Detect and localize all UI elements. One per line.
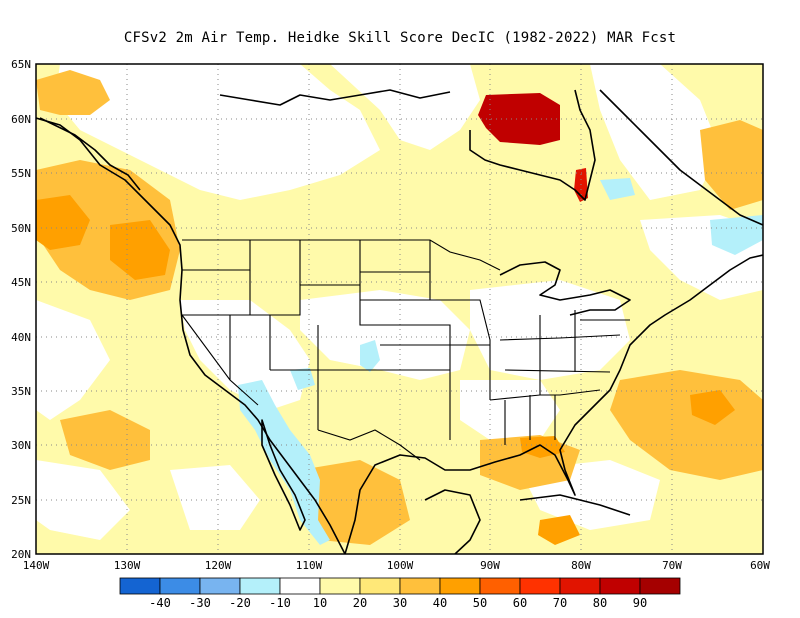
lon-label: 110W: [296, 559, 323, 572]
field-orange-alaska: [36, 70, 110, 115]
field-darkorange-bc: [110, 220, 170, 280]
colorbar-label: 20: [353, 596, 367, 610]
coast-arctic: [219, 89, 451, 106]
lat-label: 45N: [11, 276, 31, 289]
colorbar-label: -20: [229, 596, 251, 610]
lon-label: 90W: [480, 559, 500, 572]
lat-label: 60N: [11, 113, 31, 126]
colorbar-label: 40: [433, 596, 447, 610]
lat-label: 35N: [11, 385, 31, 398]
coast-vancouver: [39, 117, 141, 191]
coast-great-lakes: [499, 261, 631, 316]
lon-label: 100W: [387, 559, 414, 572]
colorbar-swatch: [239, 577, 281, 595]
lon-label: 60W: [750, 559, 770, 572]
colorbar-swatch: [319, 577, 361, 595]
coast-gulf: [344, 254, 763, 554]
lon-label: 70W: [662, 559, 682, 572]
field-white-great-basin: [180, 300, 310, 410]
field-darkorange-caribbean: [538, 515, 580, 545]
lon-axis: 140W 130W 120W 110W 100W 90W 80W 70W 60W: [23, 559, 771, 572]
field-darkorange-atlantic: [690, 390, 735, 425]
field-blue-rockies: [360, 340, 380, 372]
field-orange-north-atlantic: [700, 120, 763, 210]
colorbar-label: 30: [393, 596, 407, 610]
coast-pacific: [36, 117, 346, 554]
colorbar-swatch: [479, 577, 521, 595]
lat-label: 65N: [11, 58, 31, 71]
colorbar-swatch: [359, 577, 401, 595]
coastlines: [36, 89, 763, 554]
colorbar-label: -10: [269, 596, 291, 610]
colorbar-label: 60: [513, 596, 527, 610]
field-white-ohio-valley: [470, 280, 630, 380]
colorbar-label: -30: [189, 596, 211, 610]
colorbar-swatch: [119, 577, 161, 595]
lat-label: 30N: [11, 439, 31, 452]
colorbar-swatch: [439, 577, 481, 595]
field-blue-california: [238, 380, 330, 545]
map-frame: [35, 63, 764, 555]
colorbar-label: 80: [593, 596, 607, 610]
grid: [36, 64, 763, 554]
border-us-canada: [182, 239, 501, 271]
coast-baja: [261, 419, 306, 531]
field-white-pacific-sw: [36, 460, 130, 540]
colorbar-swatch: [599, 577, 641, 595]
colorbar-swatch: [199, 577, 241, 595]
lat-label: 40N: [11, 331, 31, 344]
field-darkred-hudson-bay: [478, 93, 560, 145]
colorbar-label: 10: [313, 596, 327, 610]
lon-label: 130W: [114, 559, 141, 572]
coast-hudson-bay: [469, 89, 596, 201]
lat-label: 50N: [11, 222, 31, 235]
lat-label: 25N: [11, 494, 31, 507]
field-white-northwest: [55, 64, 380, 200]
colorbar-swatch: [639, 577, 681, 595]
coast-yucatan: [424, 489, 481, 554]
field-orange-mexico: [300, 460, 410, 545]
lat-label: 55N: [11, 167, 31, 180]
colorbar-swatch: [159, 577, 201, 595]
field-white-mexico-west: [170, 465, 260, 530]
colorbar-swatch: [519, 577, 561, 595]
colorbar-swatch: [399, 577, 441, 595]
field-white-central-us: [300, 290, 470, 380]
field-darkorange-coast: [36, 195, 90, 250]
field-white-pacific-west: [36, 300, 110, 420]
state-borders: [181, 239, 630, 461]
field-orange-pacific-sw: [60, 410, 150, 470]
colorbar-label: 70: [553, 596, 567, 610]
coast-labrador: [599, 89, 763, 226]
lon-label: 120W: [205, 559, 232, 572]
field-white-central-canada: [330, 64, 480, 150]
lon-label: 80W: [571, 559, 591, 572]
lon-label: 140W: [23, 559, 50, 572]
colorbar-swatch: [559, 577, 601, 595]
colorbar-label: 50: [473, 596, 487, 610]
colorbar-label: -40: [149, 596, 171, 610]
field-white-east-canada: [590, 64, 720, 200]
colorbar: -40 -30 -20 -10 10 20 30 40 50 60 70 80 90: [119, 577, 681, 610]
field-blue-great-lakes: [710, 215, 763, 255]
field-blue-hudson: [600, 178, 635, 200]
lat-axis: 65N 60N 55N 50N 45N 40N 35N 30N 25N 20N: [11, 58, 31, 561]
colorbar-label: 90: [633, 596, 647, 610]
lat-label: 20N: [11, 548, 31, 561]
colorbar-swatch: [279, 577, 321, 595]
coast-cuba: [519, 494, 631, 516]
map-title: CFSv2 2m Air Temp. Heidke Skill Score De…: [123, 30, 677, 46]
